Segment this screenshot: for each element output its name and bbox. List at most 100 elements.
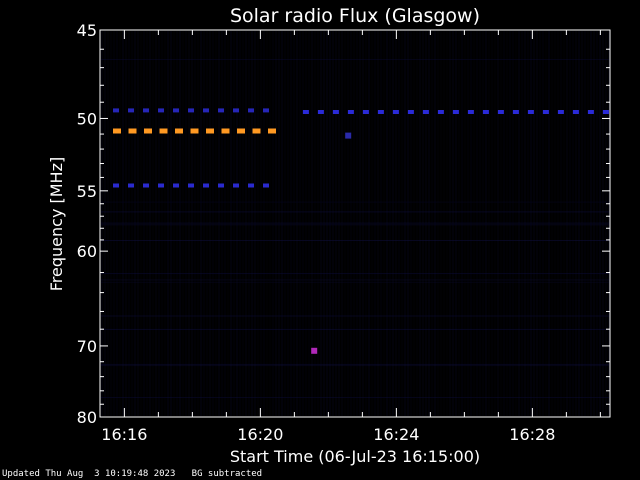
noise-column xyxy=(299,31,301,416)
signal-dash xyxy=(512,110,519,114)
signal-dash xyxy=(175,128,183,134)
signal-dash xyxy=(268,128,276,134)
signal-dash xyxy=(263,183,269,188)
noise-column xyxy=(134,31,136,416)
noise-column xyxy=(392,31,394,416)
noise-column xyxy=(227,31,229,416)
noise-column xyxy=(158,31,160,416)
y-axis: 45 50 55 60 70 80 xyxy=(77,21,610,427)
y-axis-label: Frequency [MHz] xyxy=(47,157,66,291)
noise-column xyxy=(377,31,379,416)
noise-column xyxy=(257,31,259,416)
noise-column xyxy=(176,31,178,416)
noise-row xyxy=(101,201,609,203)
signal-dash xyxy=(248,183,254,188)
noise-column xyxy=(482,31,484,416)
noise-column xyxy=(101,31,103,416)
noise-column xyxy=(317,31,319,416)
signal-dash xyxy=(218,108,224,113)
noise-column xyxy=(452,31,454,416)
noise-column xyxy=(572,31,574,416)
signal-dash xyxy=(173,108,179,113)
noise-column xyxy=(371,31,373,416)
noise-column xyxy=(539,31,541,416)
signal-dash xyxy=(113,108,119,113)
noise-column xyxy=(455,31,457,416)
noise-column xyxy=(320,31,322,416)
signal-dash xyxy=(263,108,269,113)
noise-column xyxy=(203,31,205,416)
noise-column xyxy=(311,31,313,416)
signal-dash xyxy=(143,183,149,188)
signal-dash xyxy=(587,110,594,114)
noise-column xyxy=(563,31,565,416)
noise-column xyxy=(419,31,421,416)
noise-column xyxy=(302,31,304,416)
noise-column xyxy=(500,31,502,416)
x-tick-label: 16:20 xyxy=(237,425,283,444)
noise-column xyxy=(329,31,331,416)
noise-column xyxy=(425,31,427,416)
x-tick-label: 16:28 xyxy=(509,425,555,444)
noise-column xyxy=(335,31,337,416)
noise-column xyxy=(578,31,580,416)
signal-dash xyxy=(190,128,199,134)
signal-dash xyxy=(143,108,149,113)
noise-column xyxy=(284,31,286,416)
noise-column xyxy=(281,31,283,416)
x-axis: 16:16 16:20 16:24 16:28 xyxy=(101,30,601,444)
updated-timestamp: Updated Thu Aug 3 10:19:48 2023 xyxy=(2,469,176,479)
signal-dash xyxy=(557,110,564,114)
noise-column xyxy=(470,31,472,416)
noise-column xyxy=(554,31,556,416)
y-tick-label: 55 xyxy=(77,182,97,201)
signal-dash xyxy=(437,110,444,114)
signal-dash xyxy=(497,110,504,114)
noise-column xyxy=(188,31,190,416)
noise-column xyxy=(473,31,475,416)
noise-column xyxy=(422,31,424,416)
noise-column xyxy=(434,31,436,416)
bg-note: BG subtracted xyxy=(191,469,263,479)
signal-dash xyxy=(302,110,309,114)
noise-column xyxy=(524,31,526,416)
noise-column xyxy=(278,31,280,416)
noise-column xyxy=(272,31,274,416)
noise-column xyxy=(113,31,115,416)
noise-column xyxy=(293,31,295,416)
noise-column xyxy=(566,31,568,416)
noise-column xyxy=(437,31,439,416)
chart-title: Solar radio Flux (Glasgow) xyxy=(230,5,480,27)
signal-dash xyxy=(527,110,534,114)
noise-column xyxy=(365,31,367,416)
noise-column xyxy=(476,31,478,416)
noise-column xyxy=(266,31,268,416)
noise-column xyxy=(458,31,460,416)
noise-column xyxy=(431,31,433,416)
noise-row xyxy=(101,211,609,213)
noise-column xyxy=(356,31,358,416)
noise-column xyxy=(296,31,298,416)
noise-column xyxy=(590,31,592,416)
noise-column xyxy=(428,31,430,416)
signal-dash xyxy=(203,183,209,188)
noise-column xyxy=(242,31,244,416)
noise-column xyxy=(497,31,499,416)
signal-dash xyxy=(237,128,245,134)
signal-dash xyxy=(452,110,459,114)
noise-column xyxy=(506,31,508,416)
signal-dash xyxy=(159,128,168,134)
noise-column xyxy=(248,31,250,416)
signal-dash xyxy=(233,108,239,113)
noise-column xyxy=(542,31,544,416)
noise-row xyxy=(101,222,609,224)
noise-column xyxy=(254,31,256,416)
noise-column xyxy=(536,31,538,416)
noise-column xyxy=(143,31,145,416)
noise-column xyxy=(530,31,532,416)
noise-column xyxy=(515,31,517,416)
noise-column xyxy=(410,31,412,416)
noise-column xyxy=(389,31,391,416)
noise-column xyxy=(545,31,547,416)
